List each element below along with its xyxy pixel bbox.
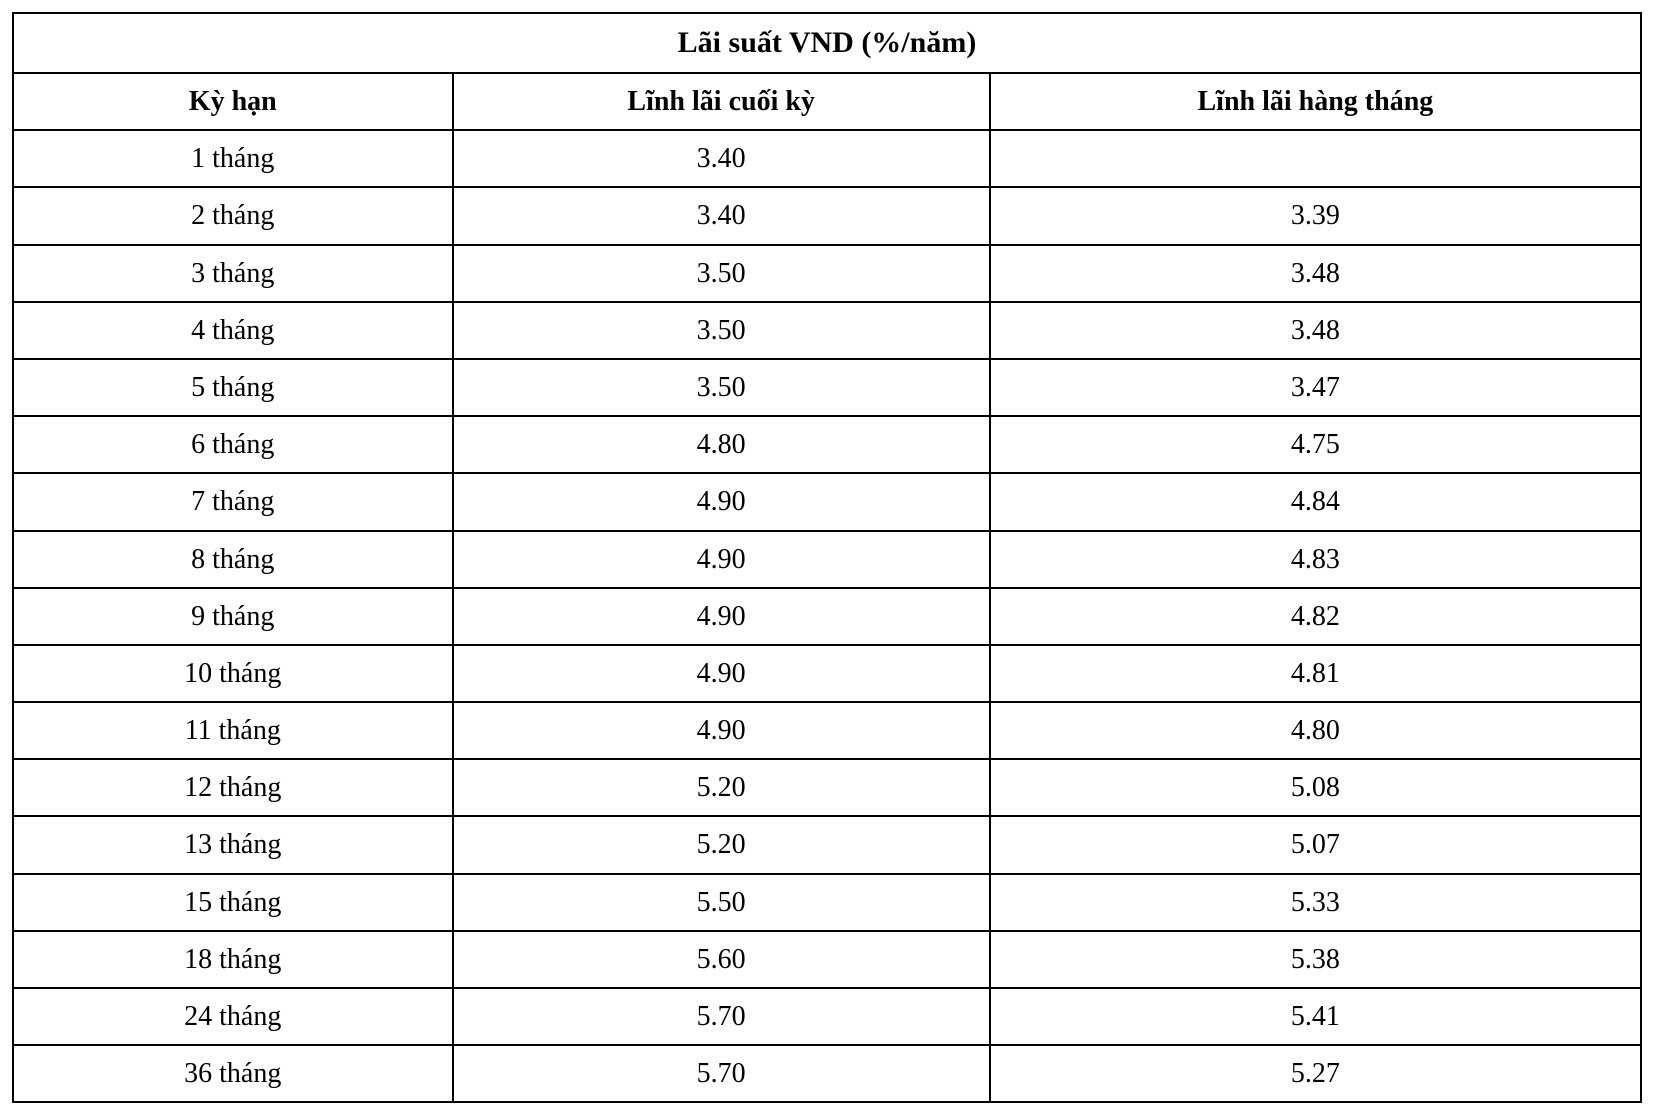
table-row: 2 tháng 3.40 3.39 [13, 187, 1641, 244]
table-row: 6 tháng 4.80 4.75 [13, 416, 1641, 473]
cell-term: 15 tháng [13, 874, 453, 931]
cell-monthly: 4.84 [990, 473, 1641, 530]
cell-end-of-term: 3.50 [453, 359, 990, 416]
cell-monthly: 5.33 [990, 874, 1641, 931]
cell-end-of-term: 4.90 [453, 702, 990, 759]
cell-end-of-term: 3.50 [453, 245, 990, 302]
cell-term: 3 tháng [13, 245, 453, 302]
cell-term: 13 tháng [13, 816, 453, 873]
cell-monthly: 5.41 [990, 988, 1641, 1045]
cell-monthly: 4.75 [990, 416, 1641, 473]
cell-term: 4 tháng [13, 302, 453, 359]
cell-end-of-term: 5.70 [453, 1045, 990, 1102]
cell-end-of-term: 4.90 [453, 588, 990, 645]
table-row: 10 tháng 4.90 4.81 [13, 645, 1641, 702]
cell-monthly: 5.07 [990, 816, 1641, 873]
table-row: 24 tháng 5.70 5.41 [13, 988, 1641, 1045]
table-row: 9 tháng 4.90 4.82 [13, 588, 1641, 645]
cell-end-of-term: 4.90 [453, 531, 990, 588]
table-row: 18 tháng 5.60 5.38 [13, 931, 1641, 988]
column-header-monthly: Lĩnh lãi hàng tháng [990, 73, 1641, 130]
cell-end-of-term: 3.50 [453, 302, 990, 359]
cell-term: 11 tháng [13, 702, 453, 759]
cell-monthly: 3.48 [990, 245, 1641, 302]
cell-end-of-term: 5.20 [453, 759, 990, 816]
cell-monthly: 4.83 [990, 531, 1641, 588]
cell-term: 7 tháng [13, 473, 453, 530]
interest-rate-table: Lãi suất VND (%/năm) Kỳ hạn Lĩnh lãi cuố… [12, 12, 1642, 1103]
column-header-end-of-term: Lĩnh lãi cuối kỳ [453, 73, 990, 130]
cell-term: 18 tháng [13, 931, 453, 988]
cell-monthly: 4.82 [990, 588, 1641, 645]
cell-end-of-term: 5.60 [453, 931, 990, 988]
cell-term: 6 tháng [13, 416, 453, 473]
cell-end-of-term: 3.40 [453, 130, 990, 187]
table-row: 5 tháng 3.50 3.47 [13, 359, 1641, 416]
cell-monthly: 5.38 [990, 931, 1641, 988]
cell-end-of-term: 4.80 [453, 416, 990, 473]
cell-end-of-term: 5.20 [453, 816, 990, 873]
cell-end-of-term: 4.90 [453, 645, 990, 702]
table-row: 4 tháng 3.50 3.48 [13, 302, 1641, 359]
table-title: Lãi suất VND (%/năm) [13, 13, 1641, 73]
cell-monthly: 3.47 [990, 359, 1641, 416]
table-row: 15 tháng 5.50 5.33 [13, 874, 1641, 931]
cell-term: 9 tháng [13, 588, 453, 645]
cell-monthly: 4.80 [990, 702, 1641, 759]
cell-term: 1 tháng [13, 130, 453, 187]
table-row: 36 tháng 5.70 5.27 [13, 1045, 1641, 1102]
cell-monthly: 5.27 [990, 1045, 1641, 1102]
cell-end-of-term: 5.70 [453, 988, 990, 1045]
cell-term: 2 tháng [13, 187, 453, 244]
table-row: 8 tháng 4.90 4.83 [13, 531, 1641, 588]
cell-end-of-term: 4.90 [453, 473, 990, 530]
cell-term: 8 tháng [13, 531, 453, 588]
table-row: 1 tháng 3.40 [13, 130, 1641, 187]
cell-term: 10 tháng [13, 645, 453, 702]
table-row: 12 tháng 5.20 5.08 [13, 759, 1641, 816]
table-body: 1 tháng 3.40 2 tháng 3.40 3.39 3 tháng 3… [13, 130, 1641, 1102]
column-header-term: Kỳ hạn [13, 73, 453, 130]
cell-monthly: 5.08 [990, 759, 1641, 816]
cell-end-of-term: 5.50 [453, 874, 990, 931]
cell-monthly: 3.39 [990, 187, 1641, 244]
table-row: 3 tháng 3.50 3.48 [13, 245, 1641, 302]
cell-monthly: 3.48 [990, 302, 1641, 359]
cell-term: 24 tháng [13, 988, 453, 1045]
cell-end-of-term: 3.40 [453, 187, 990, 244]
cell-term: 12 tháng [13, 759, 453, 816]
table-row: 11 tháng 4.90 4.80 [13, 702, 1641, 759]
table-row: 13 tháng 5.20 5.07 [13, 816, 1641, 873]
table-row: 7 tháng 4.90 4.84 [13, 473, 1641, 530]
cell-term: 5 tháng [13, 359, 453, 416]
cell-term: 36 tháng [13, 1045, 453, 1102]
cell-monthly: 4.81 [990, 645, 1641, 702]
cell-monthly [990, 130, 1641, 187]
